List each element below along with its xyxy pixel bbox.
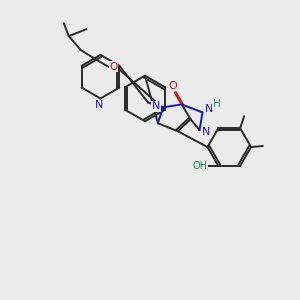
Text: N: N xyxy=(202,127,211,137)
Text: N: N xyxy=(152,101,160,111)
Text: H: H xyxy=(212,99,220,110)
Text: N: N xyxy=(205,104,214,114)
Text: O: O xyxy=(109,62,118,72)
Text: O: O xyxy=(168,81,177,91)
Text: N: N xyxy=(95,100,104,110)
Text: OH: OH xyxy=(192,161,207,171)
